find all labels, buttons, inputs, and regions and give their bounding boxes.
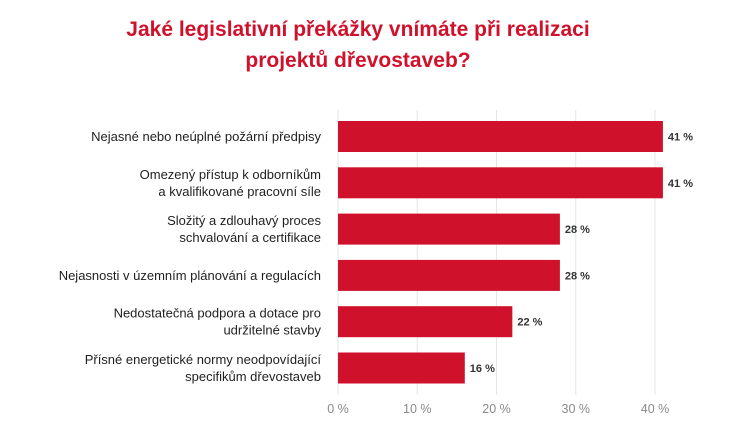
category-label: udržitelné stavby xyxy=(223,323,321,338)
value-label: 16 % xyxy=(470,363,495,375)
bars xyxy=(338,121,663,384)
x-tick-label: 10 % xyxy=(403,402,432,416)
category-label: Složitý a zdlouhavý proces xyxy=(167,213,321,228)
category-label: Nedostatečná podpora a dotace pro xyxy=(114,306,321,321)
bar xyxy=(338,167,663,199)
value-label: 41 % xyxy=(668,178,693,190)
x-tick-label: 30 % xyxy=(562,402,591,416)
bar xyxy=(338,121,663,152)
bar xyxy=(338,213,560,245)
chart-title-line-2: projektů dřevostaveb? xyxy=(245,49,471,72)
category-label: specifikům dřevostaveb xyxy=(185,369,321,384)
x-tick-label: 40 % xyxy=(641,402,670,416)
chart-title: Jaké legislativní překážky vnímáte při r… xyxy=(0,14,716,76)
grid-lines xyxy=(337,110,656,395)
category-labels: Nejasné nebo neúplné požární předpisy Ome… xyxy=(59,129,322,384)
value-label: 22 % xyxy=(517,317,542,329)
chart-title-line-1: Jaké legislativní překážky vnímáte při r… xyxy=(126,18,590,41)
value-label: 41 % xyxy=(668,132,693,144)
x-tick-label: 20 % xyxy=(482,402,511,416)
value-labels: 41 % 41 % 28 % 28 % 22 % 16 % xyxy=(470,132,693,376)
category-label: Nejasné nebo neúplné požární předpisy xyxy=(91,129,321,144)
category-label: Přísné energetické normy neodpovídající xyxy=(85,352,322,367)
category-label: Omezený přístup k odborníkům xyxy=(140,167,321,182)
bar xyxy=(338,352,465,384)
value-label: 28 % xyxy=(565,224,590,236)
value-label: 28 % xyxy=(565,270,590,282)
category-label: schvalování a certifikace xyxy=(179,230,321,245)
bar xyxy=(338,259,560,291)
category-label: Nejasnosti v územním plánování a regulac… xyxy=(59,268,321,283)
x-tick-label: 0 % xyxy=(327,402,349,416)
x-axis-ticks: 0 % 10 % 20 % 30 % 40 % xyxy=(327,402,669,416)
category-label: a kvalifikované pracovní síle xyxy=(158,184,321,199)
bar xyxy=(338,306,513,338)
